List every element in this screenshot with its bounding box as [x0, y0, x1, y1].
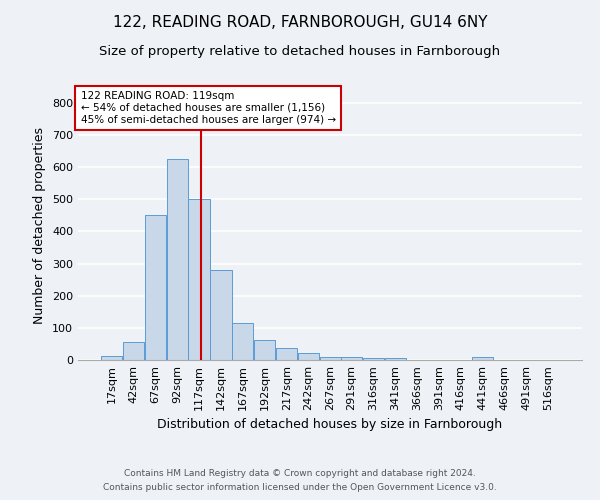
Bar [472, 358, 493, 360]
Text: Size of property relative to detached houses in Farnborough: Size of property relative to detached ho… [100, 45, 500, 58]
Bar [232, 323, 253, 360]
Text: 122 READING ROAD: 119sqm
← 54% of detached houses are smaller (1,156)
45% of sem: 122 READING ROAD: 119sqm ← 54% of detach… [80, 92, 335, 124]
X-axis label: Distribution of detached houses by size in Farnborough: Distribution of detached houses by size … [157, 418, 503, 432]
Bar [145, 216, 166, 360]
Text: Contains public sector information licensed under the Open Government Licence v3: Contains public sector information licen… [103, 484, 497, 492]
Bar [101, 356, 122, 360]
Bar [123, 342, 144, 360]
Bar [363, 358, 384, 360]
Bar [385, 358, 406, 360]
Bar [276, 348, 297, 360]
Bar [167, 159, 188, 360]
Bar [298, 353, 319, 360]
Bar [211, 270, 232, 360]
Text: 122, READING ROAD, FARNBOROUGH, GU14 6NY: 122, READING ROAD, FARNBOROUGH, GU14 6NY [113, 15, 487, 30]
Bar [188, 200, 210, 360]
Bar [320, 357, 341, 360]
Y-axis label: Number of detached properties: Number of detached properties [34, 126, 46, 324]
Bar [341, 358, 362, 360]
Text: Contains HM Land Registry data © Crown copyright and database right 2024.: Contains HM Land Registry data © Crown c… [124, 468, 476, 477]
Bar [254, 340, 275, 360]
